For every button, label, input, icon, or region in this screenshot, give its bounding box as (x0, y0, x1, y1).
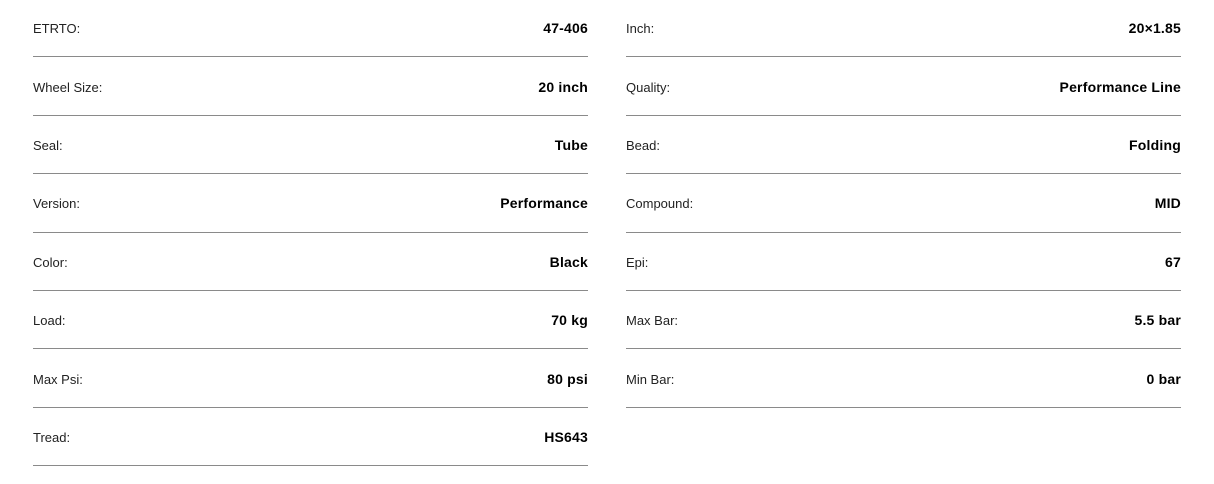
spec-value: 20 inch (538, 78, 588, 95)
spec-value: 80 psi (547, 370, 588, 387)
spec-row: Seal: Tube (33, 117, 588, 175)
spec-row: Wheel Size: 20 inch (33, 58, 588, 116)
spec-value: 0 bar (1146, 370, 1181, 387)
spec-row: Load: 70 kg (33, 292, 588, 350)
spec-table-right: Inch: 20×1.85 Quality: Performance Line Bead… (626, 0, 1181, 408)
spec-label: Version: (33, 196, 80, 212)
spec-label: Inch: (626, 21, 655, 37)
spec-label: Load: (33, 313, 66, 329)
spec-value: 70 kg (551, 312, 588, 329)
spec-row: Tread: HS643 (33, 409, 588, 467)
spec-value: HS643 (544, 428, 588, 445)
spec-value: 20×1.85 (1128, 20, 1181, 37)
spec-row: Inch: 20×1.85 (626, 0, 1181, 58)
spec-label: Max Bar: (626, 313, 679, 329)
spec-row: Compound: MID (626, 175, 1181, 233)
spec-label: Wheel Size: (33, 79, 103, 95)
spec-row: Version: Performance (33, 175, 588, 233)
spec-label: Color: (33, 254, 68, 270)
spec-label: Min Bar: (626, 371, 675, 387)
spec-value: MID (1154, 195, 1181, 212)
spec-row: Max Bar: 5.5 bar (626, 292, 1181, 350)
spec-row: ETRTO: 47-406 (33, 0, 588, 58)
spec-label: Max Psi: (33, 371, 83, 387)
spec-table-left: ETRTO: 47-406 Wheel Size: 20 inch Seal: Tube V… (33, 0, 588, 467)
spec-row: Epi: 67 (626, 234, 1181, 291)
spec-label: Tread: (33, 429, 71, 445)
spec-label: Bead: (626, 137, 660, 153)
spec-row: Color: Black (33, 234, 588, 291)
spec-value: Performance Line (1059, 78, 1181, 95)
spec-row: Bead: Folding (626, 117, 1181, 175)
spec-row: Quality: Performance Line (626, 58, 1181, 116)
spec-value: 5.5 bar (1134, 312, 1181, 329)
spec-row: Min Bar: 0 bar (626, 350, 1181, 408)
spec-label: Compound: (626, 196, 694, 212)
spec-label: ETRTO: (33, 21, 81, 37)
spec-value: 47-406 (543, 20, 588, 37)
spec-label: Seal: (33, 137, 63, 153)
spec-value: Folding (1129, 136, 1181, 153)
spec-value: 67 (1165, 253, 1181, 270)
spec-value: Performance (500, 195, 588, 212)
spec-value: Black (549, 253, 588, 270)
spec-label: Epi: (626, 254, 649, 270)
spec-value: Tube (554, 136, 588, 153)
spec-row: Max Psi: 80 psi (33, 350, 588, 408)
spec-label: Quality: (626, 79, 671, 95)
